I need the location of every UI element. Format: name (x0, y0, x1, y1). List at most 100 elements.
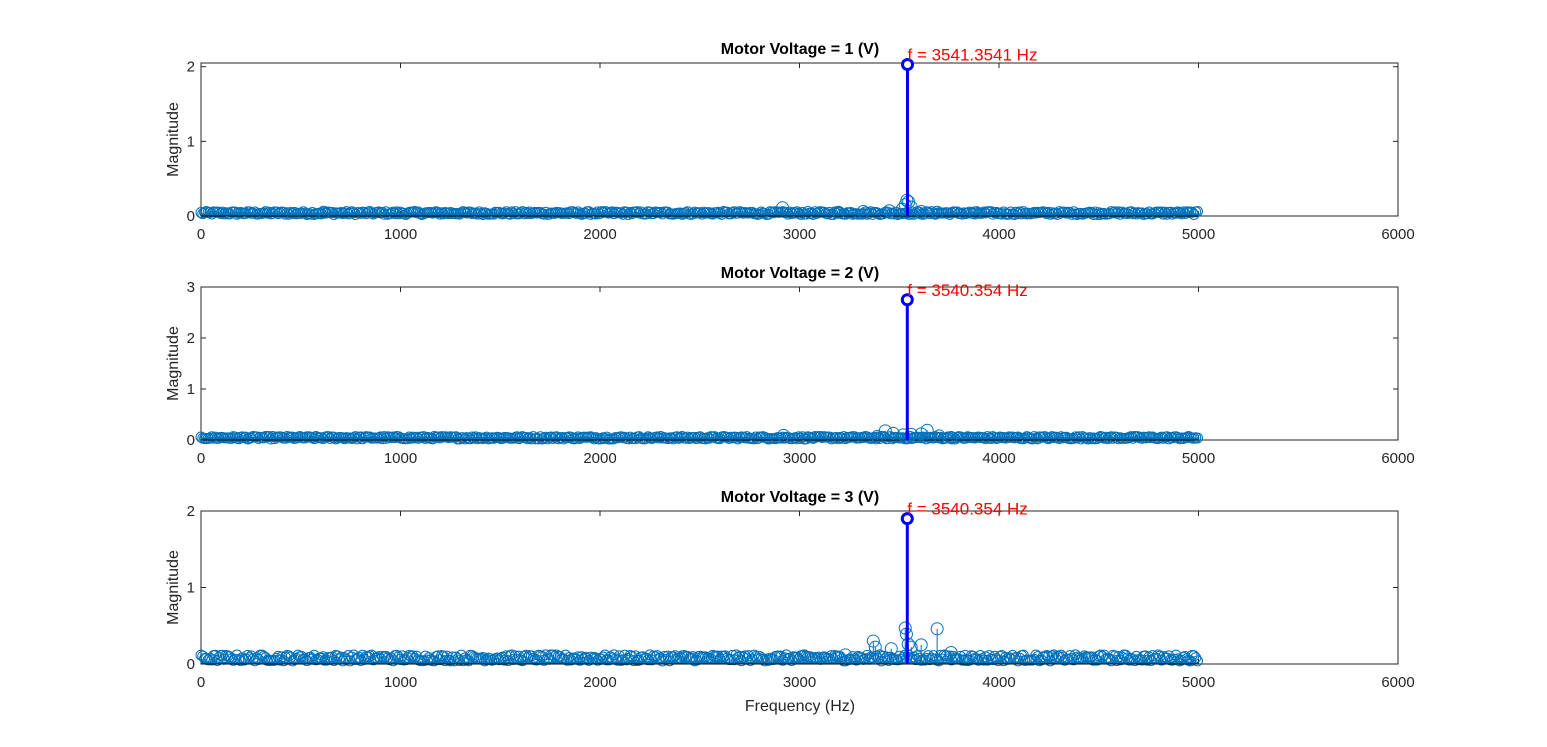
y-tick-label: 1 (187, 580, 195, 597)
x-tick-label: 1000 (384, 674, 417, 691)
noise-marker (730, 431, 742, 443)
noise-marker (919, 431, 931, 443)
peak-marker (901, 57, 915, 71)
y-tick-label: 2 (187, 59, 195, 76)
noise-marker (195, 207, 207, 219)
noise-marker (1096, 650, 1108, 662)
noise-marker (694, 207, 706, 219)
noise-marker (321, 654, 333, 666)
noise-marker (814, 431, 826, 443)
noise-marker (511, 431, 523, 443)
y-tick-label: 0 (187, 432, 195, 449)
noise-marker (432, 206, 444, 218)
noise-marker (946, 207, 958, 219)
noise-marker (1109, 206, 1121, 218)
y-tick-label: 0 (187, 656, 195, 673)
noise-marker (348, 207, 360, 219)
noise-marker (258, 207, 270, 219)
noise-marker (247, 207, 259, 219)
stem-marker (882, 204, 896, 218)
noise-marker (721, 431, 733, 443)
noise-marker (831, 431, 843, 443)
noise-marker (682, 206, 694, 218)
noise-marker (1186, 206, 1198, 218)
stem-marker (904, 427, 918, 441)
noise-marker (387, 206, 399, 218)
noise-marker (1111, 431, 1123, 443)
noise-marker (322, 431, 334, 443)
noise-marker (355, 431, 367, 443)
x-tick-label: 2000 (583, 450, 616, 467)
noise-marker (924, 654, 936, 666)
noise-marker (375, 431, 387, 443)
noise-marker (215, 207, 227, 219)
x-tick-label: 0 (197, 450, 205, 467)
noise-marker (1007, 431, 1019, 443)
noise-marker (204, 206, 216, 218)
noise-marker (1156, 206, 1168, 218)
noise-marker (1014, 206, 1026, 218)
x-tick-label: 6000 (1381, 450, 1414, 467)
noise-marker (346, 206, 358, 218)
noise-marker (674, 207, 686, 219)
noise-marker (561, 654, 573, 666)
peak-frequency-annotation: f = 3540.354 Hz (907, 500, 1028, 519)
noise-marker (1174, 207, 1186, 219)
noise-marker (407, 431, 419, 443)
noise-marker (296, 207, 308, 219)
x-tick-label: 4000 (982, 450, 1015, 467)
noise-marker (1059, 206, 1071, 218)
noise-marker (813, 207, 825, 219)
noise-marker (287, 207, 299, 219)
noise-marker (500, 650, 512, 662)
noise-marker (780, 207, 792, 219)
stem-marker (776, 201, 790, 215)
chart-title: Motor Voltage = 1 (V) (721, 41, 879, 58)
noise-marker (549, 207, 561, 219)
noise-marker (412, 206, 424, 218)
y-tick-label: 1 (187, 133, 195, 150)
noise-marker (520, 206, 532, 218)
noise-marker (793, 207, 805, 219)
noise-marker (206, 431, 218, 443)
noise-marker (1005, 206, 1017, 218)
noise-marker (263, 431, 275, 443)
noise-marker (1042, 206, 1054, 218)
noise-marker (777, 654, 789, 666)
y-axis-label: Magnitude (165, 326, 182, 401)
noise-marker (789, 207, 801, 219)
noise-marker (1125, 431, 1137, 443)
axes-box (200, 510, 1399, 665)
noise-marker (825, 650, 837, 662)
noise-marker (418, 655, 430, 667)
noise-marker (299, 207, 311, 219)
x-tick-label: 3000 (783, 450, 816, 467)
stem-marker (914, 638, 928, 652)
noise-marker (301, 655, 313, 667)
noise-marker (1177, 206, 1189, 218)
noise-marker (455, 207, 467, 219)
noise-marker (628, 655, 640, 667)
noise-marker (655, 206, 667, 218)
noise-marker (1100, 431, 1112, 443)
noise-marker (601, 206, 613, 218)
noise-marker (308, 649, 320, 661)
noise-marker (547, 649, 559, 661)
y-tick-label: 2 (187, 330, 195, 347)
noise-marker (947, 431, 959, 443)
noise-marker (1192, 655, 1204, 667)
noise-marker (1170, 207, 1182, 219)
noise-marker (1093, 207, 1105, 219)
noise-marker (619, 649, 631, 661)
noise-marker (976, 207, 988, 219)
noise-marker (924, 207, 936, 219)
y-tick-label: 2 (187, 503, 195, 520)
noise-marker (378, 431, 390, 443)
noise-marker (990, 206, 1002, 218)
stem-marker (944, 646, 958, 660)
noise-marker (954, 207, 966, 219)
noise-marker (1147, 650, 1159, 662)
noise-marker (364, 206, 376, 218)
stem-marker (920, 423, 934, 437)
noise-marker (217, 206, 229, 218)
